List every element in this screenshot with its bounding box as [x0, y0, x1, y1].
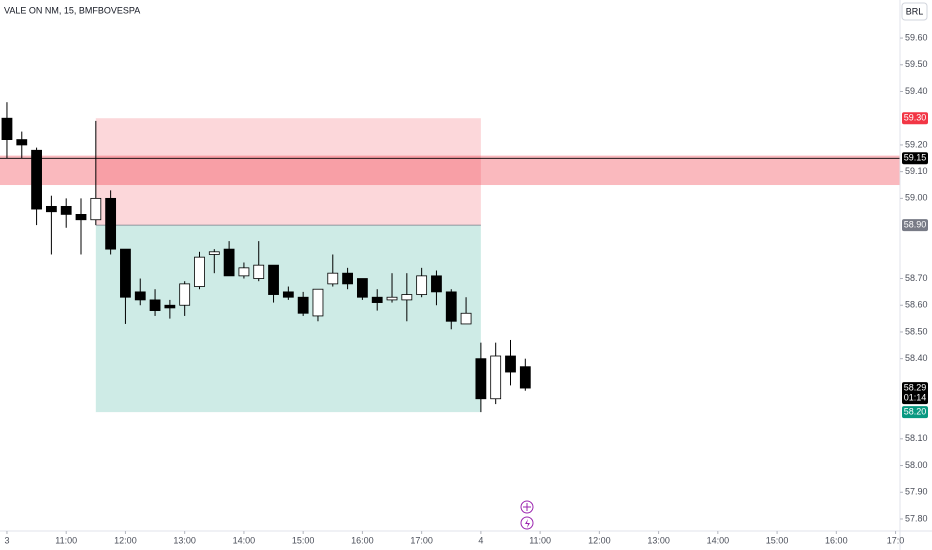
candle-body: [475, 358, 487, 400]
chart-title: VALE ON NM, 15, BMFBOVESPA: [4, 5, 140, 15]
candle-body: [31, 149, 42, 210]
x-tick-label: 11:00: [529, 535, 551, 545]
candle-body: [386, 296, 398, 301]
candle-body: [445, 291, 457, 322]
y-tick-label: 59.40: [905, 86, 928, 96]
candle-body: [282, 291, 294, 298]
x-tick-label: 16:00: [825, 535, 848, 545]
y-tick-label: 58.50: [905, 326, 928, 336]
candle-body: [194, 256, 205, 287]
zone-band: [0, 155, 900, 186]
price-label: 59.15: [904, 153, 927, 163]
candle-body: [120, 248, 131, 298]
candle-body: [134, 291, 146, 301]
price-label-box: [902, 112, 928, 125]
x-tick-label: 11:00: [55, 535, 77, 545]
currency-button[interactable]: [901, 2, 928, 21]
y-tick-label: 58.00: [905, 460, 928, 470]
candle-body: [164, 304, 176, 309]
candle-body: [519, 366, 531, 389]
candle-body: [75, 214, 87, 221]
candle-body: [505, 355, 516, 373]
y-tick-label: 59.20: [905, 139, 928, 149]
y-tick-label: 59.60: [905, 32, 928, 42]
candle-body: [253, 264, 265, 279]
candle-body: [223, 248, 235, 277]
x-tick-label: 14:00: [707, 535, 730, 545]
x-tick-label: 13:00: [173, 535, 196, 545]
candle-body: [16, 139, 28, 146]
candle-body: [45, 205, 57, 213]
x-tick-label: 17:0: [887, 535, 905, 545]
x-tick-label: 12:00: [114, 535, 137, 545]
price-label: 59.30: [904, 113, 927, 123]
y-tick-label: 58.40: [905, 353, 928, 363]
x-tick-label: 14:00: [233, 535, 256, 545]
candle-body: [105, 197, 117, 250]
candle-body: [460, 312, 472, 325]
candle-body: [1, 117, 13, 140]
x-tick-label: 15:00: [292, 535, 315, 545]
candle-body: [60, 205, 72, 215]
price-label: 58.29: [904, 382, 927, 392]
y-tick-label: 57.80: [905, 513, 928, 523]
candle-body: [149, 299, 161, 311]
x-tick-label: 13:00: [647, 535, 670, 545]
x-tick-label: 4: [478, 535, 483, 545]
candle-body: [297, 296, 309, 314]
candle-body: [416, 275, 428, 295]
candle-body: [208, 251, 220, 255]
y-tick-label: 57.90: [905, 487, 928, 497]
candle-body: [431, 275, 442, 293]
x-tick-label: 17:00: [410, 535, 433, 545]
event-icon-glyph: [525, 519, 530, 528]
y-tick-label: 58.10: [905, 433, 928, 443]
candle-body: [401, 294, 413, 301]
candle-body: [342, 272, 353, 285]
target-zone: [95, 225, 481, 413]
x-tick-label: 12:00: [588, 535, 611, 545]
event-icon-glyph: [523, 503, 531, 511]
candle-body: [179, 283, 191, 306]
y-tick-label: 59.10: [905, 166, 928, 176]
candle-body: [90, 197, 102, 221]
price-label-box: [902, 152, 928, 165]
price-label-box: [902, 406, 928, 419]
price-label: 58.20: [904, 406, 927, 416]
candle-body: [371, 296, 383, 303]
y-tick-label: 58.70: [905, 273, 928, 283]
plot-area: [0, 102, 900, 413]
candle-body: [490, 355, 502, 400]
currency[interactable]: BRL: [906, 6, 924, 16]
event-icons[interactable]: [520, 500, 534, 530]
price-label: 58.90: [904, 219, 927, 229]
stop-zone: [95, 118, 481, 226]
price-label-box: [902, 219, 928, 232]
y-tick-label: 59.00: [905, 193, 928, 203]
price-label-box: [902, 382, 928, 405]
candle-body: [268, 264, 279, 295]
candle-body: [312, 288, 324, 317]
x-tick-label: 15:00: [766, 535, 789, 545]
candle-body: [327, 272, 339, 285]
countdown: 01:14: [904, 392, 927, 402]
x-tick-label: 3: [4, 535, 9, 545]
y-tick-label: 58.60: [905, 300, 928, 310]
y-tick-label: 59.50: [905, 59, 928, 69]
candle-body: [356, 278, 368, 298]
x-tick-label: 16:00: [351, 535, 374, 545]
candle-body: [238, 267, 250, 277]
